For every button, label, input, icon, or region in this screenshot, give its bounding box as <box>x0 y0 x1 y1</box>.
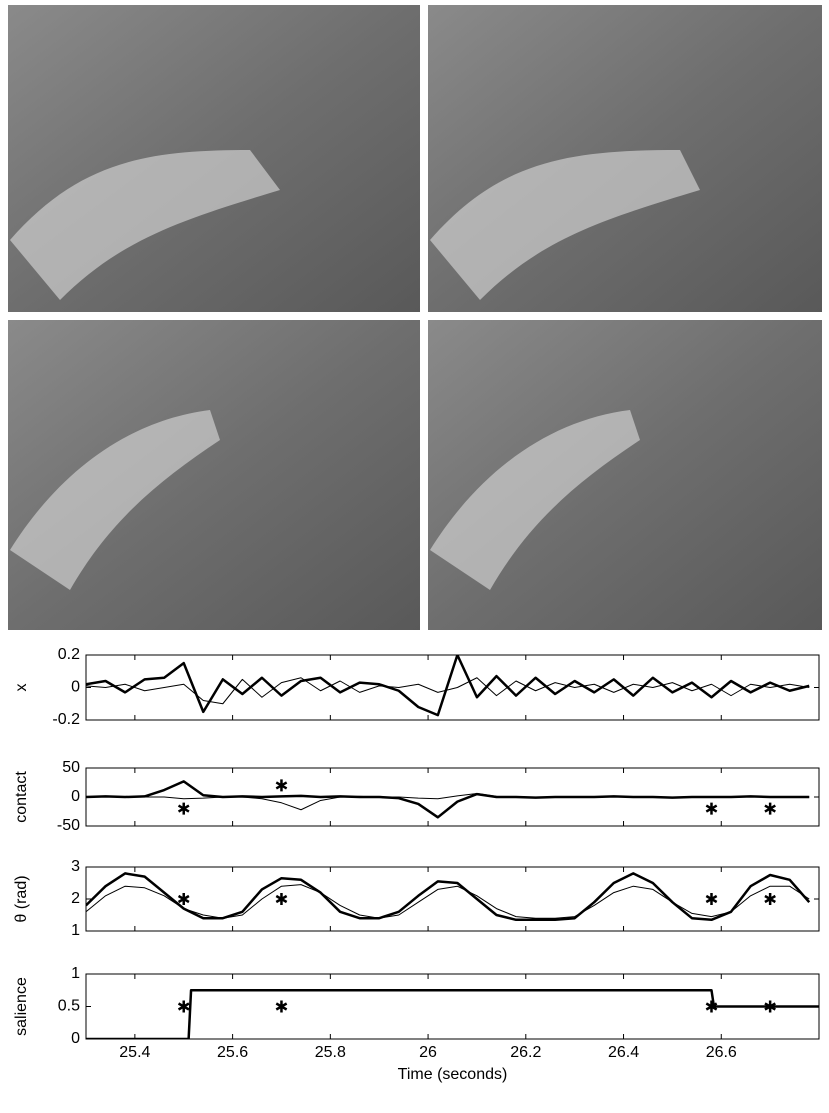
star-marker <box>764 802 776 815</box>
y-tick-label: 0.5 <box>58 998 80 1015</box>
x-tick-label: 25.8 <box>315 1044 346 1061</box>
y-tick-label: -50 <box>57 817 80 834</box>
axes-frame <box>85 866 820 932</box>
y-tick-label: 0 <box>71 788 80 805</box>
x-tick-label: 26.4 <box>608 1044 639 1061</box>
x-axis-label: Time (seconds) <box>398 1066 508 1083</box>
series-line <box>86 989 819 1039</box>
y-axis-label: contact <box>13 771 30 823</box>
y-tick-label: -0.2 <box>52 711 80 728</box>
star-marker <box>764 893 776 905</box>
y-tick-label: 50 <box>62 759 80 776</box>
series-line <box>86 872 811 922</box>
y-tick-label: 2 <box>71 890 80 907</box>
series-line <box>86 884 810 919</box>
x-tick-label: 25.4 <box>119 1044 150 1061</box>
y-axis-label: θ (rad) <box>13 875 30 922</box>
robot-shape <box>10 150 280 300</box>
series-line <box>86 793 810 811</box>
star-marker <box>177 802 190 815</box>
star-marker <box>705 893 718 905</box>
axes-frame <box>85 654 820 721</box>
star-marker <box>177 893 190 905</box>
photos <box>8 5 822 630</box>
star-marker <box>275 779 288 792</box>
y-axis-label: x <box>13 684 30 692</box>
star-marker <box>705 1000 718 1013</box>
series-line <box>86 655 810 717</box>
robot-shape <box>430 410 640 590</box>
axes-frame <box>85 973 820 1040</box>
star-marker <box>705 802 718 815</box>
y-tick-label: 0.2 <box>58 646 80 663</box>
y-axis-label: salience <box>13 977 30 1036</box>
x-tick-label: 26.6 <box>706 1044 737 1061</box>
star-marker <box>764 1000 776 1013</box>
y-tick-label: 1 <box>71 965 80 982</box>
robot-shape <box>430 150 700 300</box>
x-tick-label: 25.6 <box>217 1044 248 1061</box>
star-marker <box>275 893 288 905</box>
axes-frame <box>85 767 820 827</box>
y-tick-label: 0 <box>71 1030 80 1047</box>
y-tick-label: 3 <box>71 858 80 875</box>
y-tick-label: 0 <box>71 679 80 696</box>
y-tick-label: 1 <box>71 922 80 939</box>
x-tick-label: 26.2 <box>510 1044 541 1061</box>
star-marker <box>275 1000 288 1013</box>
robot-shape <box>10 410 220 590</box>
series-line <box>86 677 810 705</box>
series-line <box>86 780 810 819</box>
star-marker <box>177 1000 190 1013</box>
x-tick-label: 26 <box>419 1044 437 1061</box>
